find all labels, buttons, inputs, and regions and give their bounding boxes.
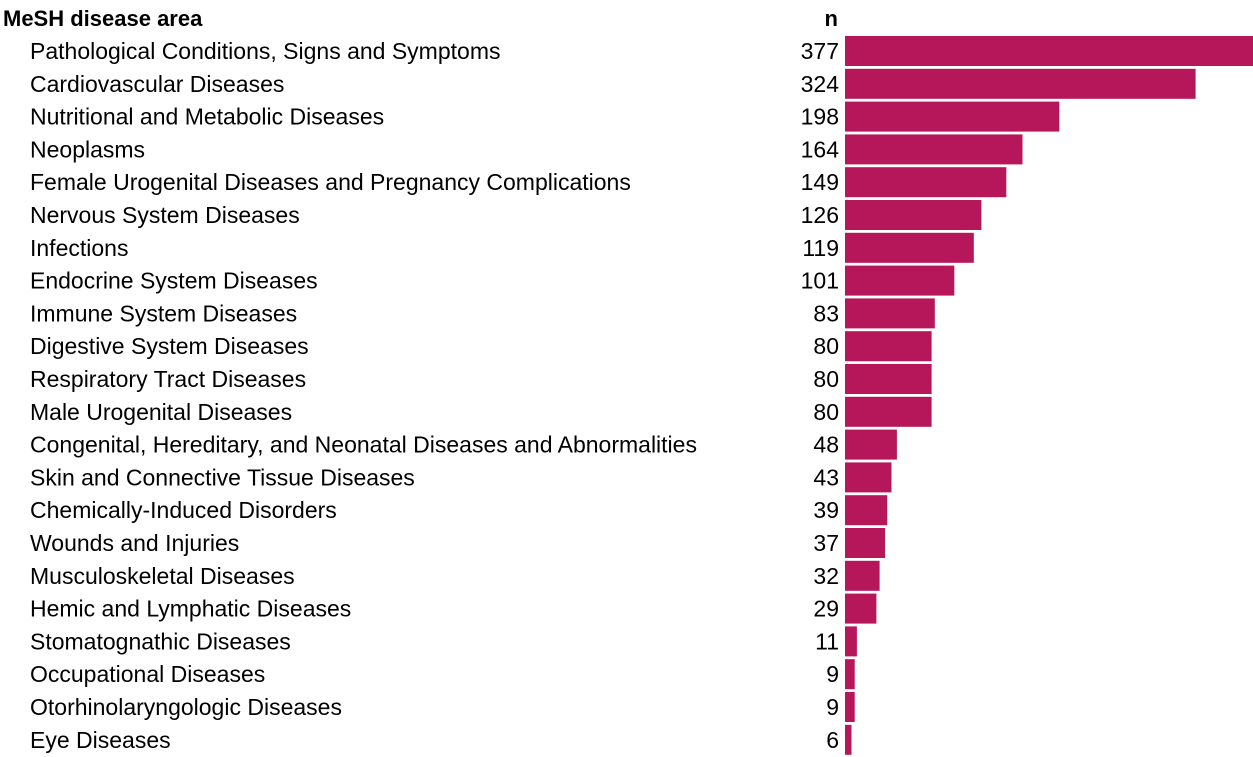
bar <box>845 429 897 460</box>
value-label: 149 <box>801 169 839 195</box>
bar <box>845 36 1253 66</box>
category-label: Cardiovascular Diseases <box>30 71 284 97</box>
value-label: 101 <box>801 268 839 294</box>
bar <box>845 134 1023 165</box>
value-label: 6 <box>826 727 839 753</box>
value-label: 80 <box>813 399 839 425</box>
category-label: Occupational Diseases <box>30 661 265 687</box>
bar <box>845 724 852 755</box>
bar <box>845 298 935 329</box>
category-label: Congenital, Hereditary, and Neonatal Dis… <box>30 432 697 458</box>
value-label: 9 <box>826 694 839 720</box>
value-label: 119 <box>802 235 839 261</box>
category-label: Otorhinolaryngologic Diseases <box>30 694 342 720</box>
bar <box>845 364 932 394</box>
bar <box>845 167 1007 198</box>
category-label: Infections <box>30 235 128 261</box>
value-label: 83 <box>813 300 839 326</box>
category-label: Skin and Connective Tissue Diseases <box>30 464 415 490</box>
value-label: 80 <box>813 366 839 392</box>
category-label: Neoplasms <box>30 136 145 162</box>
value-label: 80 <box>813 333 839 359</box>
category-label: Eye Diseases <box>30 727 171 753</box>
value-label: 126 <box>801 202 839 228</box>
bar <box>845 101 1060 132</box>
value-label: 377 <box>801 38 839 64</box>
category-label: Female Urogenital Diseases and Pregnancy… <box>30 169 631 195</box>
bar <box>845 331 932 362</box>
value-label: 39 <box>813 497 839 523</box>
bar <box>845 692 855 722</box>
value-label: 324 <box>801 71 840 97</box>
category-label: Digestive System Diseases <box>30 333 309 359</box>
category-label: Pathological Conditions, Signs and Sympt… <box>30 38 500 64</box>
value-label: 48 <box>813 432 839 458</box>
value-label: 32 <box>813 563 839 589</box>
bar <box>845 68 1196 99</box>
bar <box>845 495 888 526</box>
category-label: Male Urogenital Diseases <box>30 399 292 425</box>
category-label: Endocrine System Diseases <box>30 268 318 294</box>
value-header: n <box>825 6 838 31</box>
bar <box>845 528 885 558</box>
bar <box>845 265 955 296</box>
value-label: 29 <box>813 596 839 622</box>
category-label: Respiratory Tract Diseases <box>30 366 306 392</box>
category-label: Nutritional and Metabolic Diseases <box>30 104 384 130</box>
category-label: Stomatognathic Diseases <box>30 628 291 654</box>
bar <box>845 659 855 690</box>
value-label: 11 <box>815 628 839 654</box>
value-label: 198 <box>801 104 839 130</box>
category-label: Immune System Diseases <box>30 300 297 326</box>
category-label: Musculoskeletal Diseases <box>30 563 295 589</box>
value-label: 9 <box>826 661 839 687</box>
bar <box>845 232 974 263</box>
value-label: 37 <box>813 530 839 556</box>
bar <box>845 560 880 591</box>
category-label: Wounds and Injuries <box>30 530 239 556</box>
category-label: Hemic and Lymphatic Diseases <box>30 596 351 622</box>
category-label: Nervous System Diseases <box>30 202 300 228</box>
bar <box>845 200 982 230</box>
bar <box>845 593 877 624</box>
bar <box>845 626 857 657</box>
bar <box>845 462 892 493</box>
category-header: MeSH disease area <box>3 6 203 31</box>
value-label: 43 <box>813 464 839 490</box>
category-label: Chemically-Induced Disorders <box>30 497 337 523</box>
chart-rows: Pathological Conditions, Signs and Sympt… <box>30 36 1253 755</box>
bar <box>845 396 932 427</box>
value-label: 164 <box>801 136 840 162</box>
